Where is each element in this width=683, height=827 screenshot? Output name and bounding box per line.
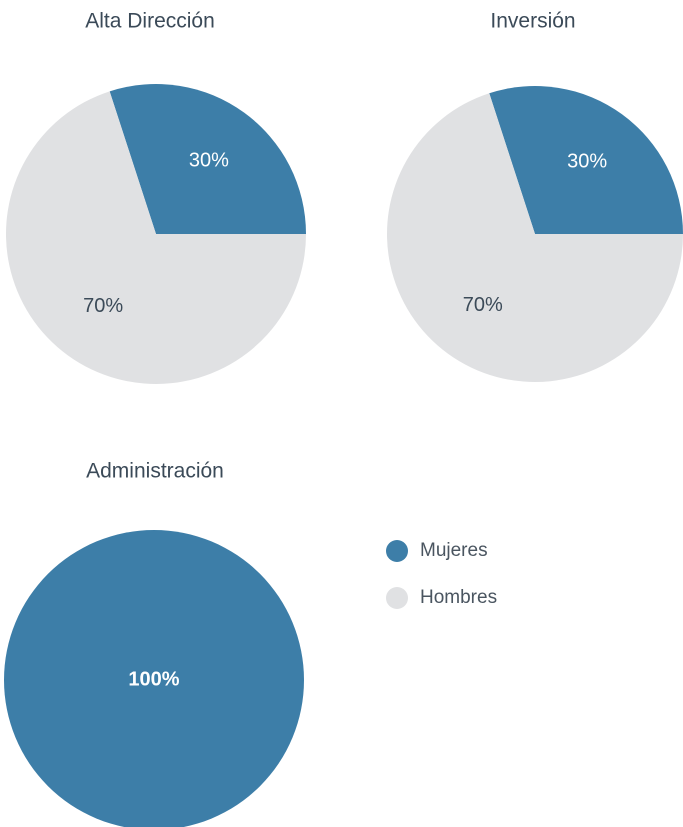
- data-label: 70%: [463, 294, 503, 316]
- pie-slice: [109, 83, 306, 235]
- pie-slice: [489, 86, 683, 234]
- pie-slice: [387, 93, 683, 382]
- chart-title: Alta Dirección: [85, 10, 215, 33]
- legend-label: Hombres: [420, 587, 497, 608]
- legend-swatch: [386, 587, 408, 609]
- data-label: 100%: [128, 668, 179, 690]
- pie-slice: [5, 91, 306, 385]
- chart-title: Inversión: [490, 10, 575, 33]
- data-label: 70%: [83, 295, 123, 317]
- legend-label: Mujeres: [420, 540, 488, 561]
- data-label: 30%: [567, 150, 607, 172]
- legend-swatch: [386, 540, 408, 562]
- chart-title: Administración: [86, 460, 224, 483]
- pie-slice: [4, 530, 304, 827]
- data-label: 30%: [189, 149, 229, 171]
